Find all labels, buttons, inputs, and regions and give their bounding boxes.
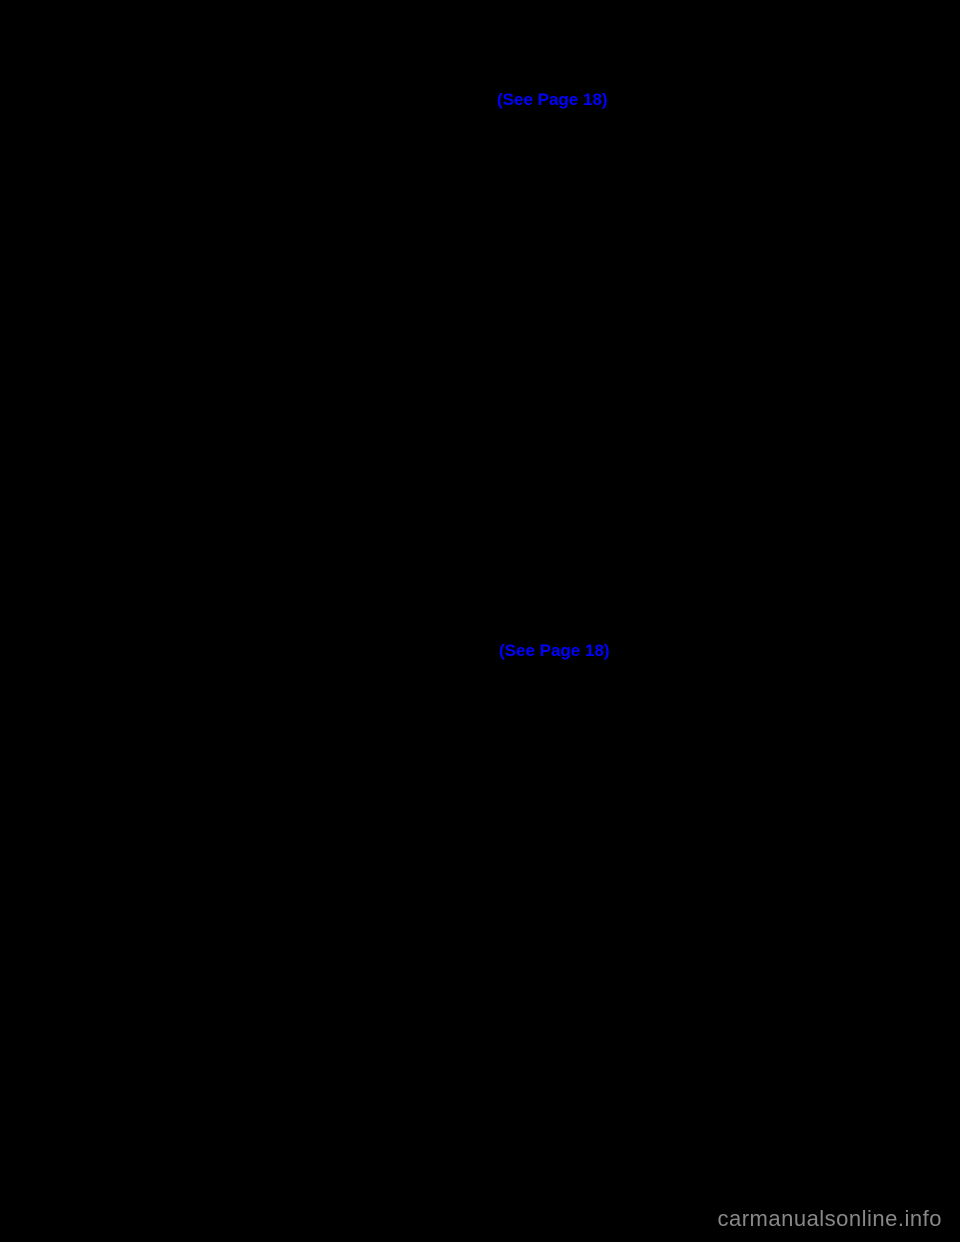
page-reference-link-1[interactable]: (See Page 18)	[497, 90, 608, 110]
page-reference-link-2[interactable]: (See Page 18)	[499, 641, 610, 661]
watermark-text: carmanualsonline.info	[717, 1206, 942, 1232]
page-container: (See Page 18) (See Page 18) carmanualson…	[0, 0, 960, 1242]
